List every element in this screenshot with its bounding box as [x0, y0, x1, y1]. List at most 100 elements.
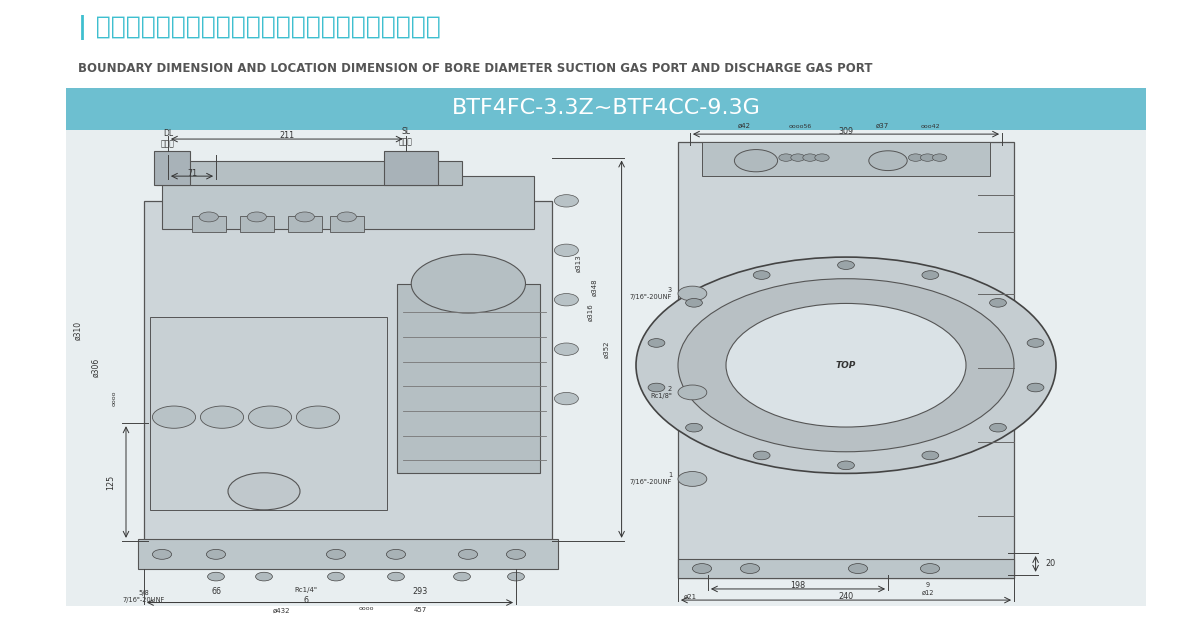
- Circle shape: [726, 303, 966, 427]
- Circle shape: [990, 298, 1007, 307]
- Circle shape: [922, 271, 938, 279]
- Text: 9
ø12: 9 ø12: [922, 582, 934, 596]
- Text: 198: 198: [791, 582, 805, 590]
- Circle shape: [920, 564, 940, 574]
- Text: ø306: ø306: [91, 358, 101, 378]
- Text: ø21: ø21: [684, 593, 696, 599]
- Bar: [678, 559, 1014, 578]
- Bar: [150, 316, 386, 510]
- Circle shape: [454, 572, 470, 581]
- Bar: [240, 216, 274, 232]
- Bar: [66, 130, 1146, 606]
- Text: BOUNDARY DIMENSION AND LOCATION DIMENSION OF BORE DIAMETER SUCTION GAS PORT AND : BOUNDARY DIMENSION AND LOCATION DIMENSIO…: [78, 62, 872, 75]
- Circle shape: [386, 549, 406, 559]
- Circle shape: [152, 406, 196, 428]
- Text: ø316: ø316: [588, 303, 594, 321]
- Text: TOP: TOP: [836, 361, 856, 370]
- Circle shape: [228, 473, 300, 510]
- Text: 293: 293: [413, 587, 427, 596]
- Circle shape: [296, 406, 340, 428]
- Bar: [288, 216, 322, 232]
- Bar: [66, 88, 1146, 130]
- Circle shape: [908, 154, 923, 161]
- Circle shape: [326, 549, 346, 559]
- Text: oooo56: oooo56: [788, 124, 812, 129]
- Text: 66: 66: [211, 587, 221, 596]
- Circle shape: [815, 154, 829, 161]
- Text: 309: 309: [839, 127, 853, 135]
- Circle shape: [803, 154, 817, 161]
- Bar: [144, 201, 552, 547]
- Text: 6: 6: [304, 596, 308, 606]
- Circle shape: [200, 406, 244, 428]
- Text: oooo: oooo: [359, 606, 373, 611]
- Text: 457: 457: [413, 607, 427, 614]
- Text: oooo: oooo: [112, 391, 116, 407]
- Circle shape: [328, 572, 344, 581]
- Circle shape: [337, 212, 356, 222]
- Circle shape: [458, 549, 478, 559]
- Circle shape: [295, 212, 314, 222]
- Text: 3
7/16"-20UNF: 3 7/16"-20UNF: [630, 287, 672, 300]
- Circle shape: [248, 406, 292, 428]
- Circle shape: [848, 564, 868, 574]
- Circle shape: [692, 564, 712, 574]
- Text: SL
吸气管: SL 吸气管: [398, 127, 413, 146]
- Text: ø348: ø348: [592, 279, 598, 296]
- Bar: [138, 539, 558, 569]
- Text: 211: 211: [280, 132, 294, 140]
- Text: 1
7/16"-20UNF: 1 7/16"-20UNF: [630, 472, 672, 486]
- Circle shape: [685, 423, 702, 432]
- Circle shape: [734, 150, 778, 172]
- Circle shape: [247, 212, 266, 222]
- Circle shape: [932, 154, 947, 161]
- Circle shape: [869, 151, 907, 171]
- Circle shape: [508, 572, 524, 581]
- Circle shape: [754, 271, 770, 279]
- Circle shape: [1027, 383, 1044, 392]
- Circle shape: [648, 339, 665, 347]
- Text: 20: 20: [1045, 559, 1055, 569]
- Bar: [678, 142, 1014, 578]
- Circle shape: [199, 212, 218, 222]
- Bar: [192, 216, 226, 232]
- Circle shape: [838, 461, 854, 470]
- Circle shape: [636, 257, 1056, 473]
- Circle shape: [388, 572, 404, 581]
- Circle shape: [554, 195, 578, 207]
- Text: BTF4FC-3.3Z~BTF4CC-9.3G: BTF4FC-3.3Z~BTF4CC-9.3G: [451, 98, 761, 118]
- Circle shape: [152, 549, 172, 559]
- Bar: [154, 151, 190, 185]
- Circle shape: [685, 298, 702, 307]
- Text: ø313: ø313: [576, 254, 582, 271]
- Circle shape: [678, 286, 707, 301]
- Bar: [156, 161, 462, 185]
- Circle shape: [412, 254, 526, 313]
- Circle shape: [779, 154, 793, 161]
- Text: DL
排气管: DL 排气管: [161, 129, 175, 148]
- Bar: [162, 176, 534, 229]
- Circle shape: [678, 472, 707, 486]
- Text: ø37: ø37: [875, 122, 889, 129]
- Text: ø42: ø42: [738, 122, 750, 129]
- Circle shape: [754, 451, 770, 460]
- Circle shape: [208, 572, 224, 581]
- Circle shape: [206, 549, 226, 559]
- Bar: [330, 216, 364, 232]
- Circle shape: [791, 154, 805, 161]
- Circle shape: [922, 451, 938, 460]
- Circle shape: [678, 279, 1014, 452]
- Circle shape: [990, 423, 1007, 432]
- Text: ooo42: ooo42: [920, 124, 940, 129]
- Circle shape: [554, 343, 578, 355]
- Circle shape: [506, 549, 526, 559]
- Circle shape: [648, 383, 665, 392]
- Text: 5/8
7/16"-20UNF: 5/8 7/16"-20UNF: [122, 590, 166, 603]
- Text: 240: 240: [839, 593, 853, 601]
- Text: 2
Rc1/8": 2 Rc1/8": [650, 386, 672, 399]
- Circle shape: [554, 294, 578, 306]
- Circle shape: [920, 154, 935, 161]
- Circle shape: [838, 261, 854, 269]
- Circle shape: [256, 572, 272, 581]
- Circle shape: [1027, 339, 1044, 347]
